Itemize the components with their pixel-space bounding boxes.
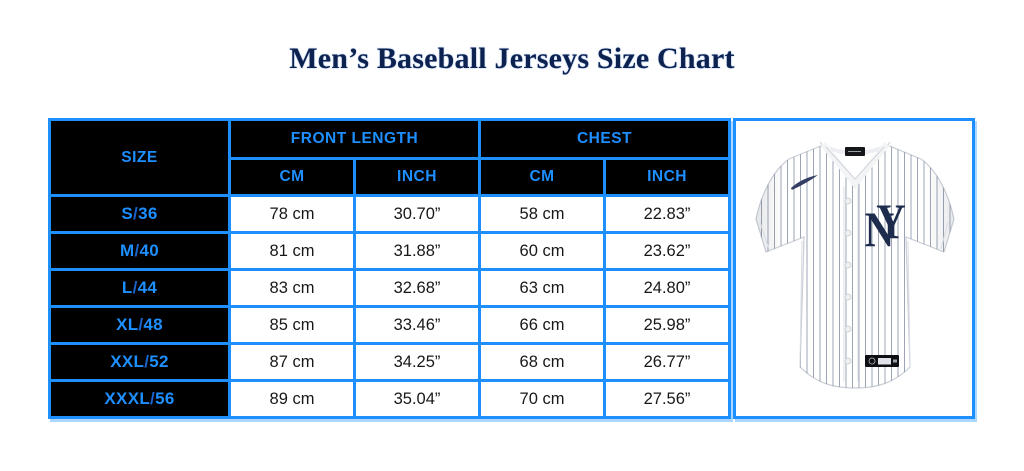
- front-length-inch-value: 31.88”: [353, 231, 481, 271]
- size-slash: /: [133, 204, 139, 223]
- size-letters: XL: [116, 315, 139, 334]
- chest-cm-value: 60 cm: [478, 231, 606, 271]
- size-letters: L: [121, 278, 133, 297]
- front-length-inch-value: 32.68”: [353, 268, 481, 308]
- jersey-panel: N Y: [733, 118, 976, 419]
- size-number: 48: [143, 315, 163, 334]
- chest-cm-header: CM: [478, 157, 606, 197]
- chest-inch-value: 24.80”: [602, 268, 732, 308]
- size-number: 56: [155, 389, 175, 408]
- front-length-cm-value: 81 cm: [228, 231, 356, 271]
- size-cell: S/36: [48, 194, 231, 234]
- table-row-s36: S/36 78 cm 30.70” 58 cm 22.83”: [48, 194, 732, 234]
- size-slash: /: [150, 389, 156, 408]
- chest-inch-value: 27.56”: [602, 379, 732, 419]
- table-row-xxl52: XXL/52 87 cm 34.25” 68 cm 26.77”: [48, 342, 732, 382]
- chest-cm-value: 58 cm: [478, 194, 606, 234]
- size-number: 40: [139, 241, 159, 260]
- table-row-m40: M/40 81 cm 31.88” 60 cm 23.62”: [48, 231, 732, 271]
- front-length-cm-header: CM: [228, 157, 356, 197]
- collar-label: [845, 146, 866, 156]
- size-slash: /: [144, 352, 150, 371]
- front-length-inch-value: 33.46”: [353, 305, 481, 345]
- front-length-cm-value: 78 cm: [228, 194, 356, 234]
- size-number: 52: [149, 352, 169, 371]
- size-letters: S: [121, 204, 134, 223]
- nike-swoosh-icon: [791, 174, 819, 190]
- front-length-cm-value: 89 cm: [228, 379, 356, 419]
- logo-letter-n: N: [865, 201, 895, 257]
- chest-cm-value: 68 cm: [478, 342, 606, 382]
- size-cell: M/40: [48, 231, 231, 271]
- chest-group-header: CHEST: [477, 118, 732, 160]
- front-length-inch-value: 35.04”: [353, 379, 481, 419]
- size-column-header: SIZE: [48, 118, 231, 197]
- ny-interlocked-logo: N Y: [865, 193, 906, 257]
- front-length-inch-header: INCH: [353, 157, 481, 197]
- size-chart-table: SIZE FRONT LENGTH CHEST CM INCH CM INCH …: [48, 118, 732, 419]
- chest-cm-value: 63 cm: [478, 268, 606, 308]
- size-cell: XL/48: [48, 305, 231, 345]
- jock-tag: [865, 354, 900, 367]
- chest-cm-value: 70 cm: [478, 379, 606, 419]
- chest-cm-value: 66 cm: [478, 305, 606, 345]
- chest-inch-value: 25.98”: [602, 305, 732, 345]
- front-length-cm-value: 85 cm: [228, 305, 356, 345]
- buttons: [844, 197, 852, 364]
- size-slash: /: [134, 241, 140, 260]
- table-row-xxxl56: XXXL/56 89 cm 35.04” 70 cm 27.56”: [48, 379, 732, 419]
- chest-inch-value: 23.62”: [602, 231, 732, 271]
- front-length-inch-value: 30.70”: [353, 194, 481, 234]
- size-letters: M: [119, 241, 135, 260]
- chest-inch-value: 26.77”: [602, 342, 732, 382]
- size-letters: XXL: [110, 352, 145, 371]
- size-chart-container: SIZE FRONT LENGTH CHEST CM INCH CM INCH …: [48, 118, 976, 419]
- size-number: 36: [138, 204, 158, 223]
- size-cell: XXXL/56: [48, 379, 231, 419]
- front-length-group-header: FRONT LENGTH: [228, 118, 481, 160]
- size-slash: /: [132, 278, 138, 297]
- logo-letter-y: Y: [876, 193, 906, 249]
- chest-inch-value: 22.83”: [602, 194, 732, 234]
- front-length-inch-value: 34.25”: [353, 342, 481, 382]
- jersey-image: N Y: [755, 141, 955, 389]
- placket: [843, 185, 859, 382]
- size-cell: XXL/52: [48, 342, 231, 382]
- chest-inch-header: INCH: [602, 157, 732, 197]
- front-length-cm-value: 87 cm: [228, 342, 356, 382]
- table-row-l44: L/44 83 cm 32.68” 63 cm 24.80”: [48, 268, 732, 308]
- page-title: Men’s Baseball Jerseys Size Chart: [289, 42, 735, 75]
- jersey-body: [755, 143, 955, 389]
- size-cell: L/44: [48, 268, 231, 308]
- size-number: 44: [137, 278, 158, 297]
- size-letters: XXXL: [104, 389, 151, 408]
- table-row-xl48: XL/48 85 cm 33.46” 66 cm 25.98”: [48, 305, 732, 345]
- collar: [819, 141, 891, 189]
- size-slash: /: [138, 315, 144, 334]
- front-length-cm-value: 83 cm: [228, 268, 356, 308]
